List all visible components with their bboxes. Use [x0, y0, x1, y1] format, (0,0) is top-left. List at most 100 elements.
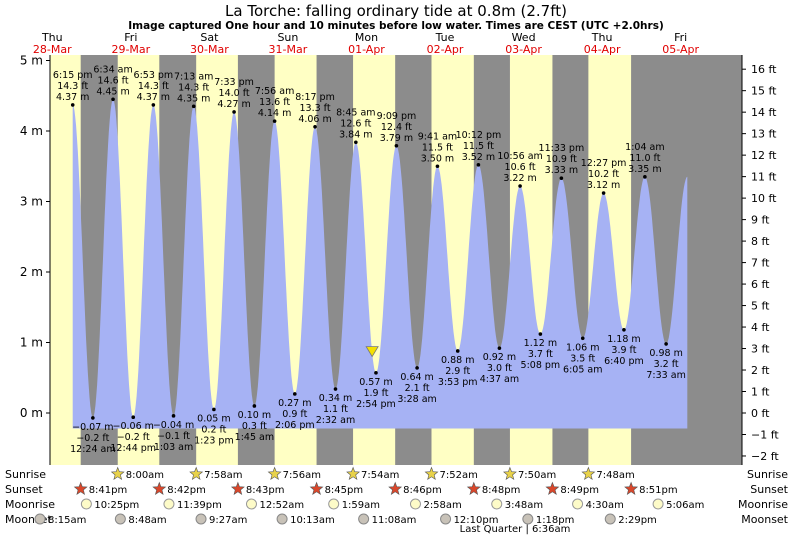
low-tide-point — [538, 332, 543, 336]
left-axis-tick-label: 3 m — [20, 195, 43, 209]
sunset-time: 8:49pm — [560, 485, 599, 496]
moonrise-icon — [163, 498, 175, 510]
day-date: 28-Mar — [33, 43, 72, 56]
sunrise-time: 7:54am — [361, 470, 399, 481]
sunset-icon — [309, 481, 324, 495]
low-tide-point — [333, 387, 338, 391]
sunrise-icon — [346, 466, 360, 480]
high-tide-time: 7:56 am — [255, 86, 294, 97]
day-date: 30-Mar — [190, 43, 229, 56]
high-tide-time: 12:27 pm — [581, 158, 627, 169]
high-tide-feet: 14.3 ft — [178, 82, 209, 93]
low-tide-time: 1:03 am — [154, 442, 193, 453]
sunrise-time: 7:52am — [439, 470, 477, 481]
sunrise-time: 7:56am — [283, 470, 321, 481]
low-tide-point — [252, 404, 257, 408]
high-tide-feet: 10.2 ft — [588, 169, 619, 180]
moonset-time: 11:08am — [372, 515, 417, 526]
moonset-icon — [440, 513, 452, 525]
right-axis-tick-label: 0 ft — [751, 407, 770, 420]
low-tide-time: 2:06 pm — [275, 420, 315, 431]
low-tide-time: 7:33 am — [646, 370, 685, 381]
low-tide-point — [497, 346, 502, 350]
moonrise-icon — [491, 498, 503, 510]
right-axis-tick-label: 13 ft — [751, 128, 777, 141]
high-tide-time: 1:04 am — [625, 142, 664, 153]
low-tide-metres: 1.06 m — [566, 342, 599, 353]
moonrise-time: 1:59am — [342, 500, 380, 511]
high-tide-time: 11:33 pm — [539, 143, 585, 154]
day-name: Sun — [277, 31, 298, 44]
moonrise-icon — [652, 498, 664, 510]
sunrise-icon — [267, 466, 282, 480]
moonset-icon — [114, 513, 126, 525]
high-tide-time: 9:09 pm — [377, 111, 417, 122]
right-axis-tick-label: 12 ft — [751, 149, 777, 162]
low-tide-point — [131, 415, 136, 420]
sunrise-icon — [424, 466, 439, 480]
high-tide-feet: 14.3 ft — [57, 81, 88, 92]
low-tide-feet: 1.9 ft — [363, 388, 388, 399]
moonrise-time: 4:30am — [586, 500, 624, 511]
sunset-row-label-left: Sunset — [5, 483, 43, 496]
low-tide-metres: −0.07 m — [72, 422, 113, 433]
moonset-icon — [195, 513, 207, 525]
low-tide-point — [415, 366, 419, 370]
moonrise-time: 10:25pm — [94, 500, 139, 511]
sunrise-row-label-left: Sunrise — [5, 468, 46, 481]
high-tide-feet: 10.6 ft — [505, 162, 536, 173]
moonrise-icon — [328, 498, 340, 510]
low-tide-feet: 0.2 ft — [201, 424, 226, 435]
high-tide-time: 6:53 pm — [134, 70, 174, 81]
high-tide-point — [70, 103, 75, 107]
high-tide-time: 10:12 pm — [456, 130, 502, 141]
sunrise-icon — [189, 466, 204, 480]
low-tide-time: 6:40 pm — [604, 356, 644, 367]
high-tide-point — [191, 104, 196, 109]
low-tide-metres: 0.92 m — [483, 352, 516, 363]
low-tide-metres: 1.12 m — [524, 338, 557, 349]
right-axis-tick-label: 3 ft — [751, 343, 770, 356]
sunset-icon — [73, 481, 88, 495]
day-name: Fri — [674, 31, 687, 44]
high-tide-metres: 3.52 m — [462, 152, 495, 163]
low-tide-point — [91, 416, 95, 420]
high-tide-feet: 12.6 ft — [340, 118, 371, 129]
high-tide-time: 8:45 am — [336, 107, 375, 118]
high-tide-metres: 4.37 m — [137, 92, 170, 103]
moonset-icon — [358, 513, 370, 525]
moonrise-icon — [245, 498, 257, 510]
right-axis-tick-label: 8 ft — [751, 235, 770, 248]
sunset-icon — [466, 481, 481, 495]
high-tide-metres: 4.35 m — [177, 93, 210, 104]
low-tide-metres: 0.10 m — [238, 410, 271, 421]
right-axis-tick-label: 7 ft — [751, 257, 770, 270]
sunrise-icon — [581, 466, 596, 480]
high-tide-time: 8:17 pm — [295, 92, 335, 103]
high-tide-feet: 14.0 ft — [219, 88, 250, 99]
sunrise-row-label-right: Sunrise — [747, 468, 788, 481]
low-tide-metres: 1.18 m — [607, 334, 640, 345]
moonrise-time: 3:48am — [505, 500, 543, 511]
sunrise-time: 7:48am — [596, 470, 634, 481]
low-tide-feet: 3.0 ft — [487, 363, 512, 374]
high-tide-feet: 13.6 ft — [259, 97, 290, 108]
sunset-time: 8:43pm — [246, 485, 285, 496]
sunset-icon — [545, 481, 560, 495]
high-tide-feet: 11.0 ft — [629, 153, 660, 164]
high-tide-point — [518, 184, 522, 188]
day-name: Tue — [435, 31, 455, 44]
moonset-time: 10:13am — [290, 515, 335, 526]
moonrise-time: 2:58am — [423, 500, 461, 511]
right-axis-tick-label: 16 ft — [751, 63, 777, 76]
sunrise-time: 7:58am — [204, 470, 242, 481]
low-tide-feet: 3.2 ft — [654, 359, 679, 370]
low-tide-feet: 3.5 ft — [570, 353, 595, 364]
high-tide-metres: 3.84 m — [339, 129, 372, 140]
right-axis-tick-label: −1 ft — [751, 428, 779, 441]
high-tide-feet: 14.3 ft — [138, 81, 169, 92]
high-tide-point — [232, 110, 236, 114]
high-tide-time: 6:15 pm — [53, 70, 93, 81]
tide-curve-layer — [72, 99, 688, 429]
